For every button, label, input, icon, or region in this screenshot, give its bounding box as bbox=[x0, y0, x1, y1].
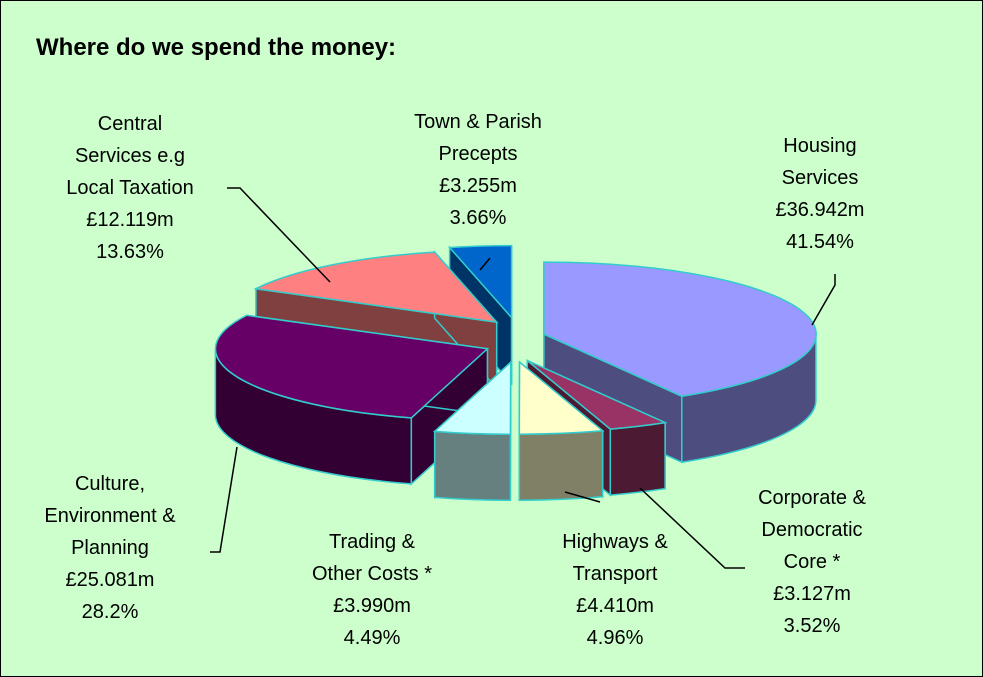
category-label: Highways & Transport bbox=[562, 531, 668, 585]
slice-wall bbox=[433, 430, 512, 502]
leader-line bbox=[639, 487, 745, 569]
category-label: Trading & Other Costs * bbox=[311, 531, 433, 585]
percent-label: 4.96% bbox=[586, 627, 644, 649]
pie bbox=[214, 244, 817, 502]
slice bbox=[432, 360, 512, 436]
slice bbox=[543, 261, 817, 397]
category-label: Housing Services bbox=[781, 135, 859, 189]
percent-label: 41.54% bbox=[786, 231, 854, 253]
category-label: Central Services e.g Local Taxation bbox=[66, 113, 194, 199]
amount-label: £25.081m bbox=[65, 569, 155, 591]
data-label: Trading & Other Costs * £3.990m 4.49% bbox=[262, 526, 482, 654]
data-label: Corporate & Democratic Core * £3.127m 3.52… bbox=[702, 482, 922, 642]
percent-label: 3.52% bbox=[783, 615, 841, 637]
slice bbox=[448, 244, 513, 320]
leader-line bbox=[479, 257, 491, 271]
slice-wall bbox=[609, 421, 666, 496]
chart-title: Where do we spend the money: bbox=[36, 34, 397, 61]
slice bbox=[214, 314, 490, 419]
amount-label: £3.990m bbox=[333, 595, 411, 617]
slice bbox=[253, 251, 499, 324]
data-label: Culture, Environment & Planning £25.081m 2… bbox=[0, 468, 220, 628]
leader-line bbox=[210, 446, 238, 553]
amount-label: £12.119m bbox=[86, 209, 174, 231]
percent-label: 28.2% bbox=[81, 601, 139, 623]
leader-line bbox=[564, 491, 601, 503]
percent-label: 3.66% bbox=[449, 207, 507, 229]
leader-lines bbox=[210, 187, 836, 569]
amount-label: £3.255m bbox=[439, 175, 517, 197]
amount-label: £3.127m bbox=[773, 583, 851, 605]
leader-line bbox=[227, 187, 331, 283]
slice bbox=[526, 359, 668, 430]
data-label: Highways & Transport £4.410m 4.96% bbox=[505, 526, 725, 654]
category-label: Culture, Environment & Planning bbox=[44, 473, 176, 559]
amount-label: £36.942m bbox=[775, 199, 865, 221]
category-label: Corporate & Democratic Core * bbox=[758, 487, 866, 573]
data-label: Town & Parish Precepts £3.255m 3.66% bbox=[368, 106, 588, 234]
category-label: Town & Parish Precepts bbox=[414, 111, 542, 165]
leader-line bbox=[811, 274, 836, 326]
percent-label: 13.63% bbox=[96, 241, 164, 263]
data-label: Central Services e.g Local Taxation £12.1… bbox=[20, 108, 240, 268]
slice-wall bbox=[518, 429, 604, 501]
percent-label: 4.49% bbox=[343, 627, 401, 649]
amount-label: £4.410m bbox=[576, 595, 654, 617]
slice bbox=[518, 360, 605, 435]
data-label: Housing Services £36.942m 41.54% bbox=[710, 130, 930, 258]
